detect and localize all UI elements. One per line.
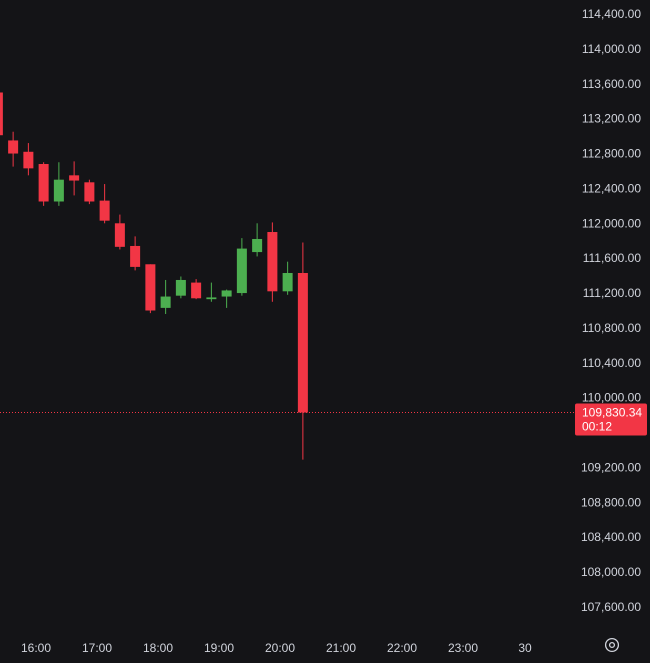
candle-body	[221, 290, 232, 297]
time-axis[interactable]: 16:00 17:00 18:00 19:00 20:00 21:00 22:00 23:00…	[21, 641, 532, 655]
candle	[130, 236, 141, 271]
candle-body	[191, 282, 202, 299]
candle	[297, 242, 308, 460]
candle-body	[23, 151, 34, 169]
candle	[8, 131, 19, 167]
time-tick-label: 23:00	[448, 641, 478, 655]
settings-gear-icon[interactable]	[603, 636, 621, 654]
price-tick-label: 112,000.00	[582, 216, 641, 230]
price-tick-label: 111,600.00	[583, 251, 642, 265]
price-tick-label: 110,400.00	[582, 356, 641, 370]
candle	[38, 162, 49, 206]
price-tick-label: 108,000.00	[581, 565, 641, 579]
price-tick-label: 111,200.00	[583, 286, 642, 300]
candle-body	[0, 92, 3, 136]
candle-body	[69, 175, 80, 181]
time-tick-label: 30	[518, 641, 532, 655]
candle-body	[53, 179, 64, 202]
time-tick-label: 18:00	[143, 641, 173, 655]
candle-body	[252, 238, 263, 253]
price-tick-label: 107,600.00	[581, 600, 641, 614]
price-tick-label: 114,000.00	[582, 42, 641, 56]
candle	[145, 264, 156, 314]
time-tick-label: 22:00	[387, 641, 417, 655]
price-tick-label: 112,400.00	[582, 181, 641, 195]
price-tick-label: 110,800.00	[582, 321, 641, 335]
candle-body	[84, 182, 95, 202]
price-tick-label: 109,200.00	[581, 460, 641, 474]
price-tick-label: 113,200.00	[582, 112, 641, 126]
candle-body	[114, 223, 125, 247]
candle	[252, 223, 263, 257]
candle-body	[160, 296, 171, 308]
price-tick-label: 112,800.00	[582, 147, 641, 161]
last-price-box	[575, 403, 647, 436]
candle	[282, 261, 293, 295]
candle-countdown: 00:12	[582, 420, 612, 434]
candle	[99, 184, 110, 224]
candle-body	[236, 248, 247, 294]
candle	[221, 289, 232, 308]
last-price-value: 109,830.34	[582, 406, 642, 420]
candle-body	[8, 140, 19, 154]
candle	[236, 238, 247, 296]
time-tick-label: 20:00	[265, 641, 295, 655]
price-tick-label: 110,000.00	[582, 391, 641, 405]
candle	[23, 143, 34, 176]
price-tick-label: 108,800.00	[581, 495, 641, 509]
candle-body	[175, 279, 186, 296]
price-axis[interactable]: 114,400.00 114,000.00 113,600.00 113,200.00…	[581, 7, 641, 614]
candle-body	[130, 245, 141, 267]
time-tick-label: 17:00	[82, 641, 112, 655]
candle-body	[38, 163, 49, 202]
candle	[84, 179, 95, 205]
candle-body	[99, 200, 110, 221]
candle-body	[206, 297, 217, 300]
candle	[191, 279, 202, 300]
candles-layer	[0, 92, 308, 460]
candle	[175, 276, 186, 299]
candle	[206, 282, 217, 302]
price-tick-label: 113,600.00	[582, 77, 641, 91]
candle	[53, 162, 64, 206]
candle	[114, 214, 125, 250]
candle	[267, 222, 278, 302]
candle	[160, 279, 171, 314]
candle	[0, 92, 3, 136]
time-tick-label: 16:00	[21, 641, 51, 655]
last-price-label: 109,830.34 00:12	[575, 403, 647, 436]
candle-body	[297, 273, 308, 413]
candle-body	[267, 232, 278, 292]
candle-body	[282, 273, 293, 292]
time-tick-label: 19:00	[204, 641, 234, 655]
candle-body	[145, 264, 156, 311]
price-tick-label: 114,400.00	[582, 7, 641, 21]
time-tick-label: 21:00	[326, 641, 356, 655]
candle	[69, 161, 80, 196]
price-tick-label: 108,400.00	[581, 530, 641, 544]
